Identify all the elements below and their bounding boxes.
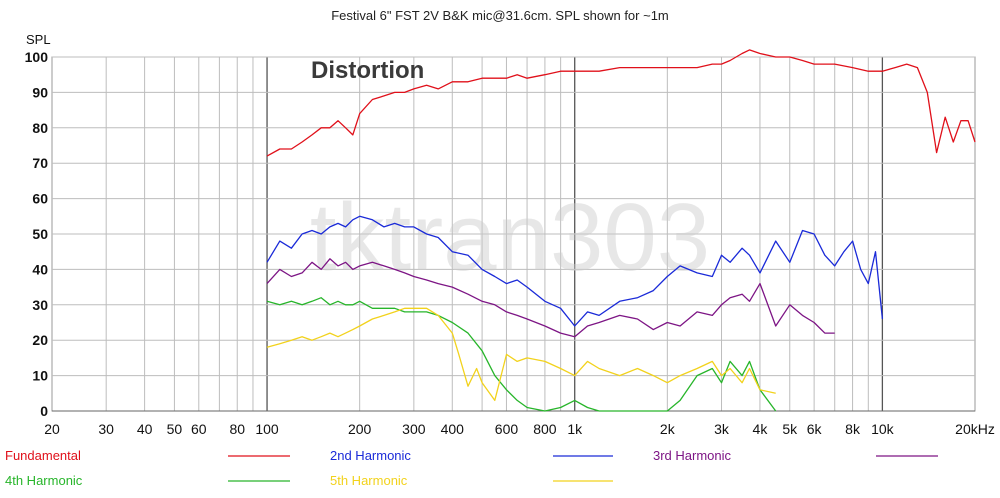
legend-label: Fundamental xyxy=(5,448,81,463)
x-tick-label: 20 xyxy=(44,421,60,437)
x-tick-label: 40 xyxy=(137,421,153,437)
series-line-4th-harmonic xyxy=(266,297,777,412)
y-tick-label: 100 xyxy=(25,49,49,65)
chart-title: Festival 6" FST 2V B&K mic@31.6cm. SPL s… xyxy=(331,8,669,23)
x-tick-label: 2k xyxy=(660,421,676,437)
y-tick-label: 70 xyxy=(32,155,48,171)
x-tick-label: 6k xyxy=(807,421,823,437)
x-tick-label: 400 xyxy=(441,421,465,437)
x-tick-label: 3k xyxy=(714,421,730,437)
x-tick-label: 1k xyxy=(567,421,583,437)
y-tick-label: 90 xyxy=(32,84,48,100)
x-tick-label: 10k xyxy=(871,421,895,437)
x-tick-label: 60 xyxy=(191,421,207,437)
x-tick-label: 4k xyxy=(753,421,769,437)
y-tick-label: 0 xyxy=(40,403,48,419)
x-tick-label: 50 xyxy=(167,421,183,437)
legend-label: 4th Harmonic xyxy=(5,473,83,488)
series-line-fundamental xyxy=(266,49,976,157)
x-tick-label: 800 xyxy=(533,421,557,437)
y-tick-label: 60 xyxy=(32,191,48,207)
y-tick-label: 30 xyxy=(32,297,48,313)
x-tick-label: 100 xyxy=(255,421,279,437)
legend-label: 2nd Harmonic xyxy=(330,448,411,463)
series-line-5th-harmonic xyxy=(266,307,776,402)
x-tick-label: 20kHz xyxy=(955,421,995,437)
y-tick-label: 10 xyxy=(32,368,48,384)
x-tick-label: 30 xyxy=(98,421,114,437)
y-tick-label: 40 xyxy=(32,261,48,277)
series-line-3rd-harmonic xyxy=(266,258,835,338)
distortion-annotation: Distortion xyxy=(311,57,424,84)
legend-label: 3rd Harmonic xyxy=(653,448,732,463)
chart-legend: Fundamental 2nd Harmonic 3rd Harmonic 4th H… xyxy=(5,448,938,488)
x-tick-label: 600 xyxy=(495,421,519,437)
watermark-text: tktran303 xyxy=(310,184,710,291)
y-axis-label: SPL xyxy=(26,32,51,47)
chart-grid xyxy=(51,56,976,412)
x-tick-label: 5k xyxy=(782,421,798,437)
y-axis-ticks: 0 10 20 30 40 50 60 70 80 90 100 xyxy=(25,49,49,419)
x-axis-ticks: 20 30 40 50 60 80 100 200 300 400 600 800 1k 2k 3k 4k 5k… xyxy=(44,421,995,437)
y-tick-label: 80 xyxy=(32,120,48,136)
chart-series xyxy=(266,49,976,412)
y-tick-label: 50 xyxy=(32,226,48,242)
x-tick-label: 200 xyxy=(348,421,372,437)
x-tick-label: 300 xyxy=(402,421,426,437)
series-line-2nd-harmonic xyxy=(266,215,884,327)
x-tick-label: 8k xyxy=(845,421,861,437)
x-tick-label: 80 xyxy=(229,421,245,437)
y-tick-label: 20 xyxy=(32,332,48,348)
legend-label: 5th Harmonic xyxy=(330,473,408,488)
